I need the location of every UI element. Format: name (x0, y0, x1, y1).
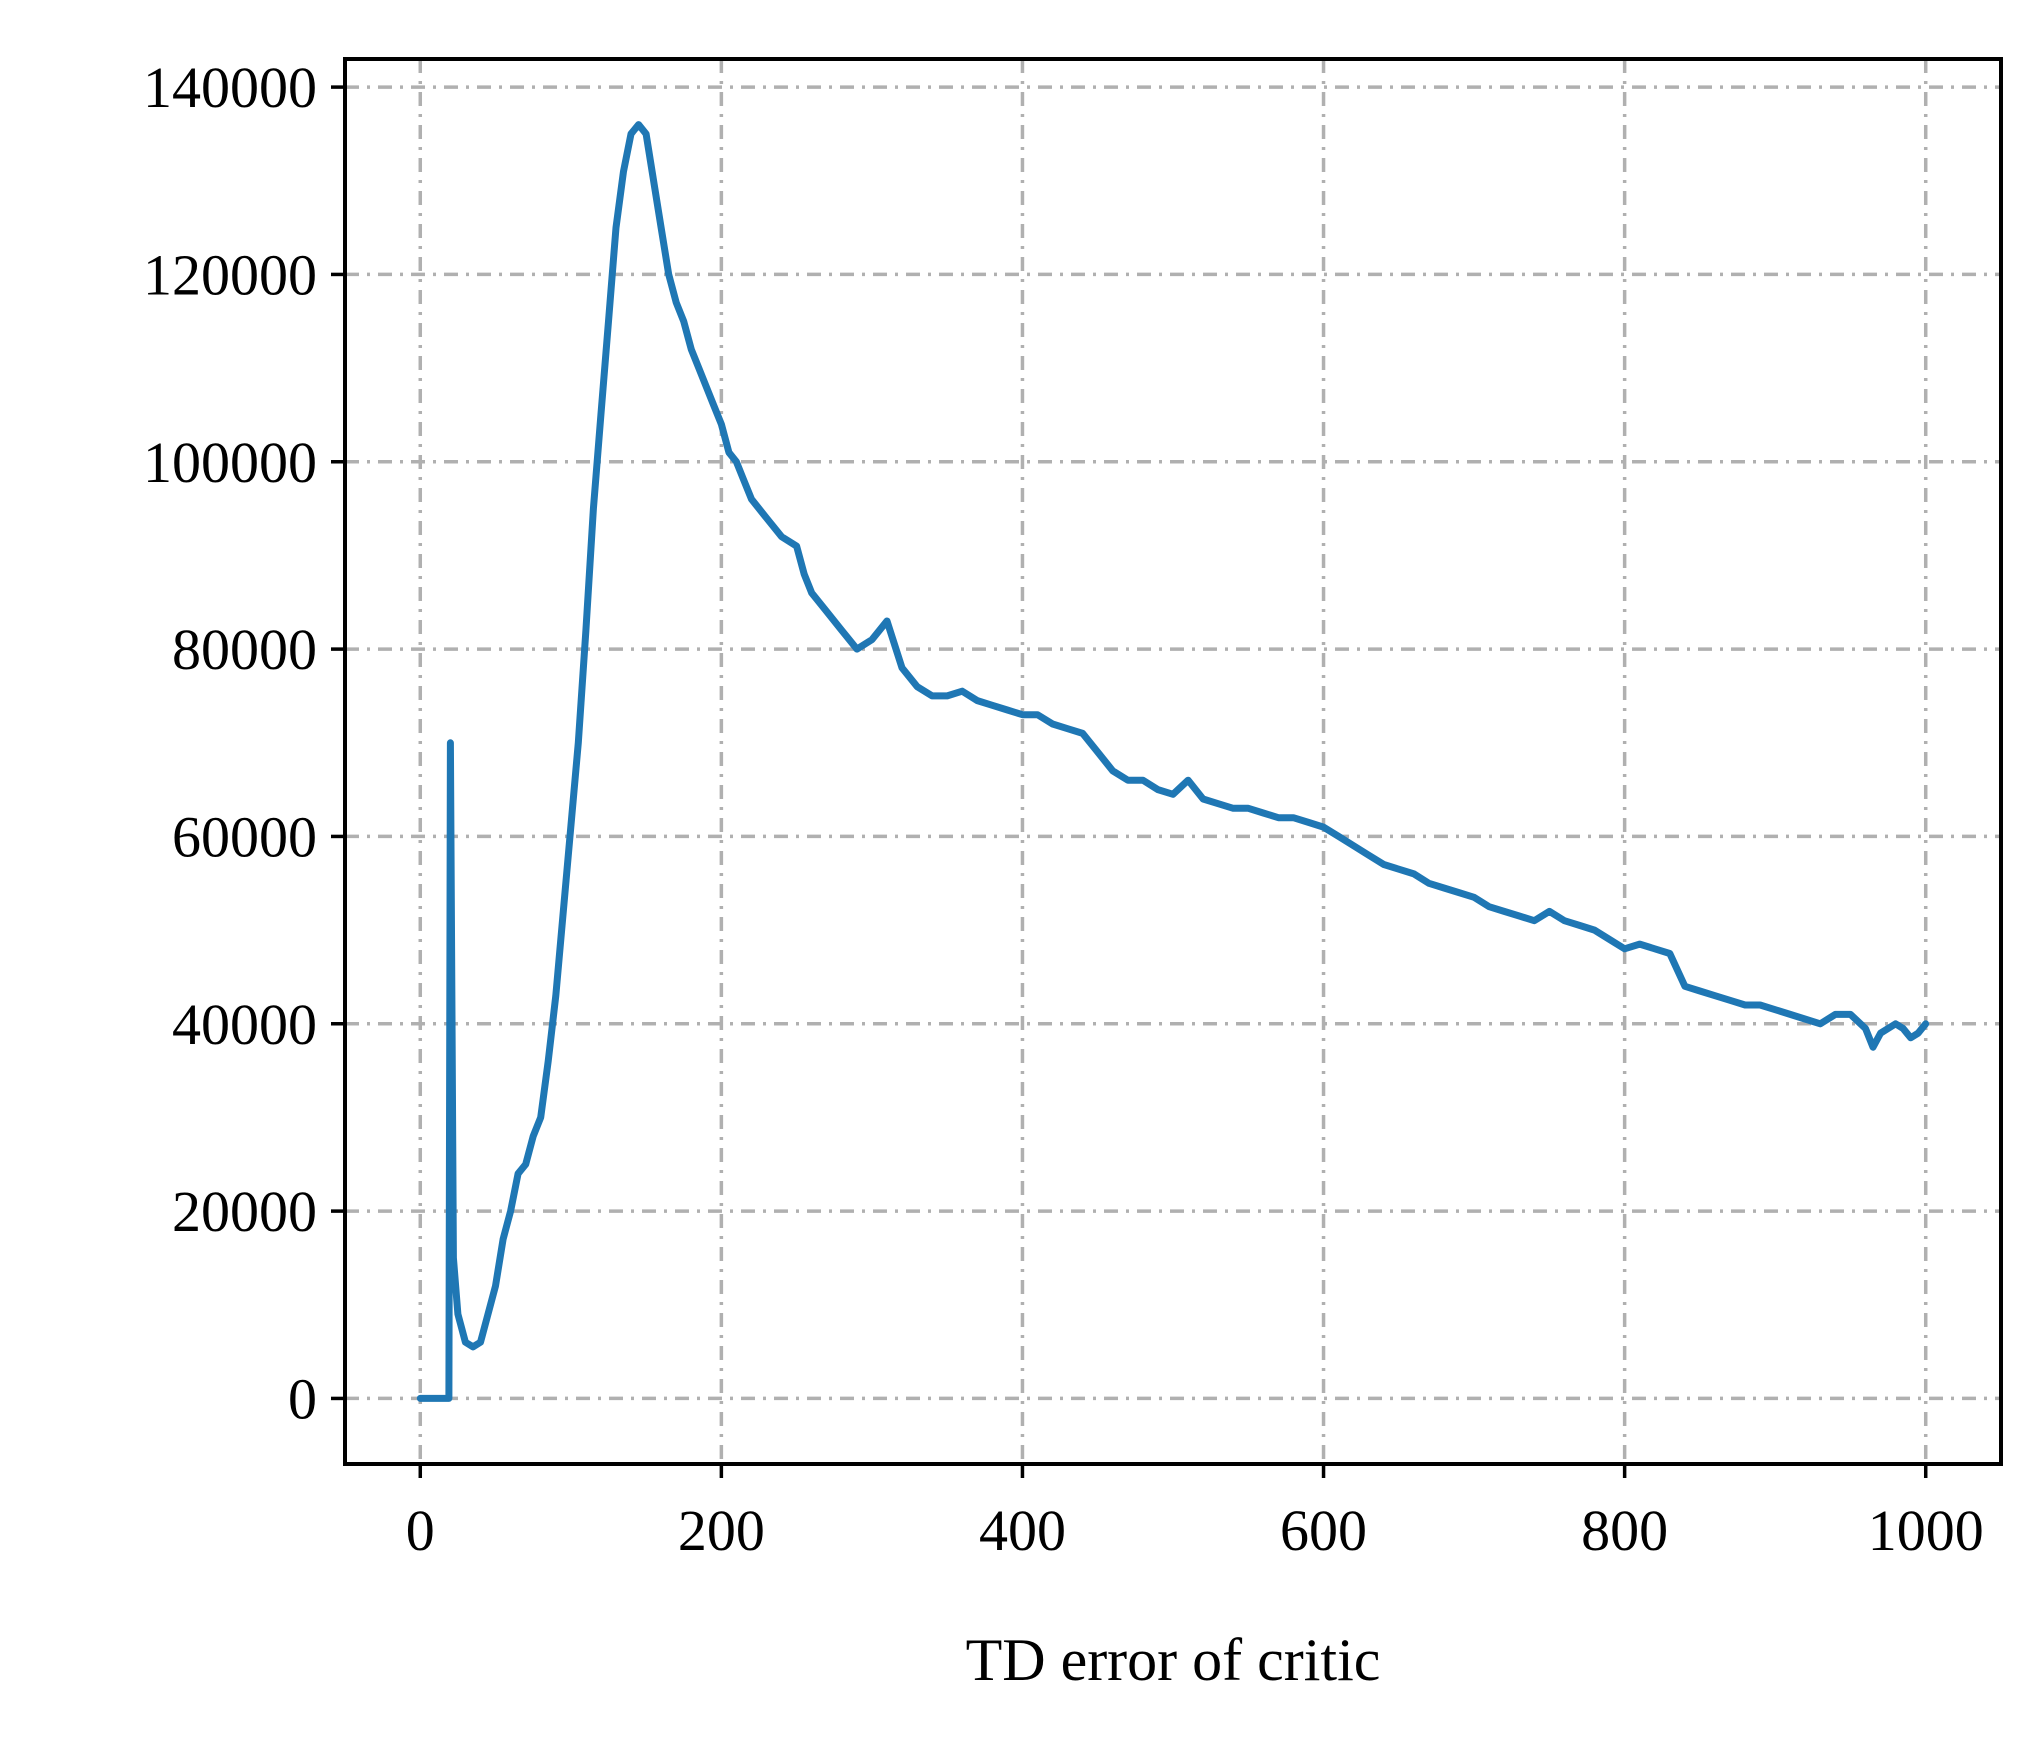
y-tick-label: 120000 (143, 242, 317, 307)
x-tick-label: 200 (678, 1498, 765, 1563)
x-axis-label: TD error of critic (966, 1627, 1381, 1693)
y-tick-label: 0 (288, 1366, 317, 1431)
series-line (416, 121, 1930, 1402)
series-layer (416, 121, 1930, 1402)
x-tick-label: 600 (1280, 1498, 1367, 1563)
y-tick-label: 40000 (172, 992, 317, 1057)
y-tick-label: 60000 (172, 804, 317, 869)
y-tick-label: 20000 (172, 1179, 317, 1244)
x-tick-label: 1000 (1868, 1498, 1984, 1563)
y-tick-label: 140000 (143, 55, 317, 120)
y-axis: 0 20000 40000 60000 80000 100000 120000 140000 (143, 55, 345, 1431)
x-tick-label: 400 (979, 1498, 1066, 1563)
x-tick-label: 0 (406, 1498, 435, 1563)
grid (345, 59, 2001, 1464)
y-tick-label: 80000 (172, 617, 317, 682)
x-axis: 0 200 400 600 800 1000 (406, 1464, 1984, 1563)
plot-frame (343, 57, 2003, 1466)
y-tick-label: 100000 (143, 430, 317, 495)
x-tick-label: 800 (1581, 1498, 1668, 1563)
